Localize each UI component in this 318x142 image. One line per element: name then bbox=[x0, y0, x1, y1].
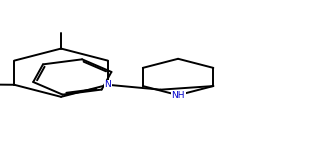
Text: N: N bbox=[105, 80, 111, 89]
Text: NH: NH bbox=[171, 91, 185, 100]
